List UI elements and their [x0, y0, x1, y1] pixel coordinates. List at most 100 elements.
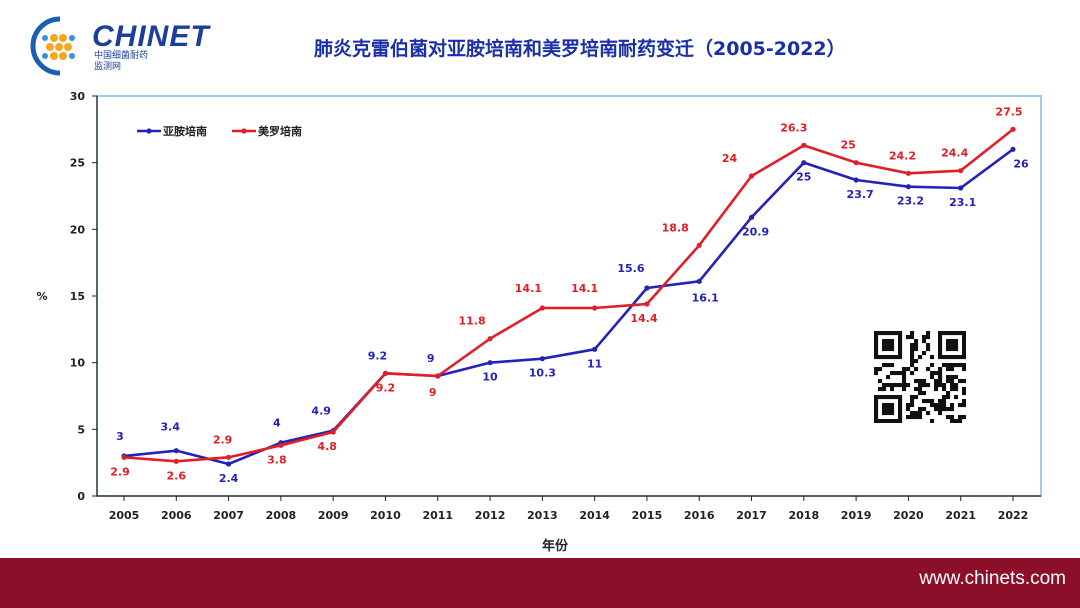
- data-point: [1010, 146, 1016, 152]
- data-point: [225, 461, 232, 467]
- qr-code-icon: [874, 331, 966, 423]
- data-point: [435, 373, 441, 379]
- data-point: [696, 242, 702, 248]
- legend-label: 美罗培南: [258, 124, 302, 138]
- data-label: 25: [840, 139, 855, 152]
- data-point: [173, 458, 179, 464]
- data-label: 3.8: [267, 453, 287, 466]
- data-label: 26.3: [780, 121, 807, 134]
- data-label: 2.9: [213, 433, 233, 446]
- y-tick-label: 15: [70, 290, 85, 303]
- data-point: [487, 336, 493, 342]
- footer-url: www.chinets.com: [919, 568, 1066, 589]
- y-tick-label: 25: [70, 157, 85, 170]
- data-label: 2.4: [219, 472, 239, 485]
- x-tick-label: 2013: [527, 509, 558, 522]
- data-point: [487, 360, 493, 366]
- data-label: 11.8: [458, 315, 485, 328]
- data-label: 27.5: [995, 105, 1022, 118]
- data-point: [644, 285, 650, 291]
- series-line-2: [123, 128, 1014, 463]
- data-point: [801, 142, 807, 148]
- x-tick-label: 2017: [736, 509, 767, 522]
- data-label: 26: [1013, 157, 1029, 170]
- y-tick-label: 5: [77, 423, 85, 436]
- data-point: [958, 168, 964, 174]
- x-tick-label: 2016: [684, 509, 715, 522]
- data-label: 20.9: [742, 225, 769, 238]
- data-point: [539, 305, 545, 311]
- data-point: [173, 448, 179, 454]
- x-tick-label: 2018: [789, 509, 820, 522]
- data-label: 9.2: [376, 381, 396, 394]
- line-chart: 0 5 10 15 20 25 30 2005 2006 2007 2008 2009 2010 2011…: [36, 90, 1042, 554]
- x-tick-label: 2012: [475, 509, 506, 522]
- x-tick-label: 2010: [370, 509, 401, 522]
- logo-text: CHINET: [92, 20, 210, 53]
- y-tick-label: 10: [70, 357, 86, 370]
- logo-subtitle: 中国细菌耐药 监测网: [94, 51, 148, 73]
- chinet-logo: CHINET 中国细菌耐药 监测网: [30, 14, 209, 76]
- data-point: [748, 214, 755, 220]
- data-label: 14.1: [571, 282, 598, 295]
- x-tick-label: 2022: [998, 509, 1029, 522]
- data-label: 23.7: [847, 188, 874, 201]
- legend-label: 亚胺培南: [163, 124, 207, 138]
- data-label: 9.2: [368, 349, 388, 362]
- data-point: [121, 454, 127, 460]
- data-point: [644, 301, 650, 307]
- data-label: 16.1: [692, 291, 719, 304]
- data-label: 3.4: [161, 421, 181, 434]
- x-tick-label: 2005: [109, 509, 140, 522]
- y-tick-label: 20: [70, 223, 86, 236]
- data-point: [905, 184, 912, 190]
- x-tick-label: 2008: [266, 509, 297, 522]
- chart-title: 肺炎克雷伯菌对亚胺培南和美罗培南耐药变迁（2005-2022）: [314, 38, 846, 60]
- data-label: 4.8: [317, 440, 337, 453]
- x-tick-label: 2007: [213, 509, 244, 522]
- data-label: 10.3: [529, 367, 556, 380]
- data-point: [801, 160, 807, 166]
- data-label: 2.6: [167, 469, 187, 482]
- data-point: [278, 442, 284, 448]
- data-point: [539, 356, 545, 362]
- y-tick-label: 30: [70, 90, 86, 103]
- data-label: 23.1: [949, 196, 976, 209]
- y-tick-label: 0: [77, 490, 85, 503]
- data-point: [696, 278, 702, 284]
- data-label: 14.1: [515, 282, 542, 295]
- x-tick-label: 2009: [318, 509, 349, 522]
- data-label: 18.8: [662, 221, 689, 234]
- x-tick-label: 2021: [945, 509, 976, 522]
- data-label: 24: [722, 152, 738, 165]
- data-label: 24.4: [941, 147, 968, 160]
- x-tick-label: 2014: [579, 509, 610, 522]
- legend-marker: [146, 128, 152, 134]
- data-point: [592, 305, 598, 311]
- data-label: 4: [273, 417, 281, 430]
- x-tick-label: 2006: [161, 509, 192, 522]
- data-point: [853, 160, 859, 166]
- x-tick-label: 2015: [632, 509, 663, 522]
- legend-marker: [241, 128, 247, 134]
- data-point: [748, 173, 755, 179]
- data-point: [853, 177, 859, 183]
- data-label: 4.9: [311, 405, 331, 418]
- footer-bar: www.chinets.com: [0, 558, 1080, 608]
- data-label: 3: [116, 430, 124, 443]
- data-label: 11: [587, 357, 602, 370]
- data-point: [382, 370, 389, 376]
- x-tick-label: 2020: [893, 509, 924, 522]
- data-label: 9: [427, 352, 435, 365]
- chinet-logo-icon: [30, 16, 94, 76]
- data-label: 9: [429, 386, 437, 399]
- data-label: 25: [796, 171, 811, 184]
- data-label: 2.9: [110, 465, 130, 478]
- data-point: [330, 429, 336, 435]
- data-label: 23.2: [897, 195, 924, 208]
- data-point: [1010, 126, 1016, 132]
- data-label: 14.4: [630, 312, 657, 325]
- data-label: 24.2: [889, 149, 916, 162]
- logo-sub-line1: 中国细菌耐药: [94, 51, 149, 61]
- logo-sub-line2: 监测网: [94, 62, 122, 72]
